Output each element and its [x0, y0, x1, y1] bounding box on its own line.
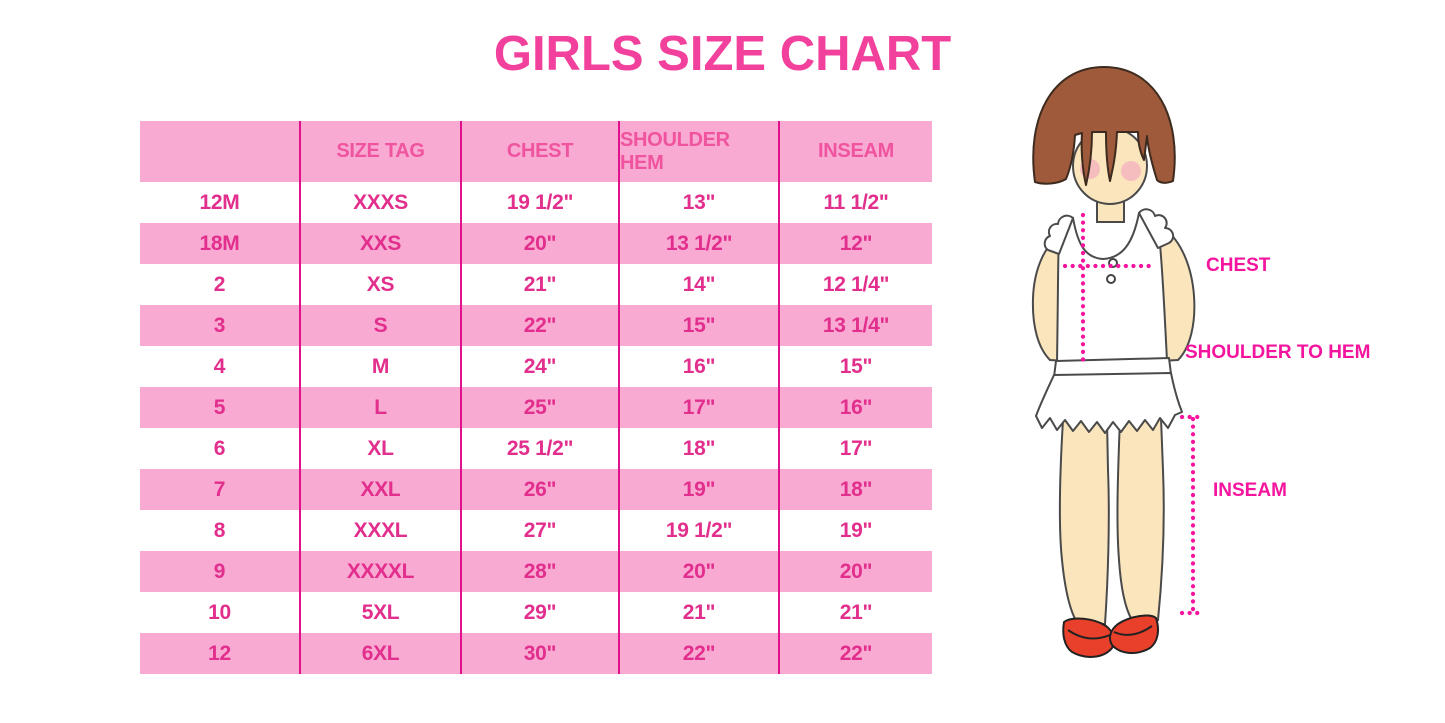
table-cell: 19" — [618, 469, 778, 510]
table-cell: 12 1/4" — [778, 264, 932, 305]
table-cell: 18" — [778, 469, 932, 510]
skirt — [1035, 357, 1183, 434]
table-cell: 4 — [213, 354, 226, 378]
chest-label: CHEST — [1206, 255, 1271, 276]
table-row: 12 6XL 30" 22" 22" — [140, 633, 932, 674]
table-cell: 5 — [213, 395, 226, 419]
hair — [1032, 66, 1176, 186]
table-row: 6 XL 25 1/2" 18" 17" — [140, 428, 932, 469]
table-cell: XXS — [299, 223, 460, 264]
table-cell: 6XL — [299, 633, 460, 674]
table-row: 2 XS 21" 14" 12 1/4" — [140, 264, 932, 305]
table-cell: 30" — [460, 633, 618, 674]
shoulder-ruffles — [1043, 208, 1175, 255]
table-cell: 24" — [460, 346, 618, 387]
table-cell: 13" — [618, 182, 778, 223]
table-cell: 13 1/2" — [618, 223, 778, 264]
table-cell: XXL — [299, 469, 460, 510]
table-cell: 19 1/2" — [460, 182, 618, 223]
header-cell-size-tag: SIZE TAG — [299, 121, 460, 182]
table-cell: 17" — [778, 428, 932, 469]
table-cell: 11 1/2" — [778, 182, 932, 223]
table-cell: 22" — [618, 633, 778, 674]
size-table: SIZE TAG CHEST SHOULDER HEM INSEAM 12M X… — [140, 121, 932, 674]
table-row: 8 XXXL 27" 19 1/2" 19" — [140, 510, 932, 551]
table-cell: 18M — [199, 231, 240, 255]
table-cell: 21" — [460, 264, 618, 305]
table-cell: 18" — [618, 428, 778, 469]
table-cell: 5XL — [299, 592, 460, 633]
table-cell: 15" — [618, 305, 778, 346]
table-cell: 7 — [213, 477, 226, 501]
table-cell: 26" — [460, 469, 618, 510]
table-cell: 13 1/4" — [778, 305, 932, 346]
table-cell: 9 — [213, 559, 226, 583]
table-cell: 6 — [213, 436, 226, 460]
header-cell-shoulder-hem: SHOULDER HEM — [618, 121, 778, 182]
table-cell: XXXS — [299, 182, 460, 223]
table-row: 7 XXL 26" 19" 18" — [140, 469, 932, 510]
table-cell: 27" — [460, 510, 618, 551]
table-cell: 19 1/2" — [618, 510, 778, 551]
table-cell: 16" — [778, 387, 932, 428]
table-cell: 17" — [618, 387, 778, 428]
table-cell: 19" — [778, 510, 932, 551]
table-cell: 28" — [460, 551, 618, 592]
shoes — [1062, 614, 1159, 658]
table-row: 5 L 25" 17" 16" — [140, 387, 932, 428]
table-header-row: SIZE TAG CHEST SHOULDER HEM INSEAM — [140, 121, 932, 182]
table-cell: 20" — [778, 551, 932, 592]
inseam-label: INSEAM — [1213, 480, 1287, 501]
table-cell: M — [299, 346, 460, 387]
shoulder-to-hem-label: SHOULDER TO HEM — [1185, 342, 1371, 363]
table-row: 9 XXXXL 28" 20" 20" — [140, 551, 932, 592]
table-cell: 29" — [460, 592, 618, 633]
table-cell: 25" — [460, 387, 618, 428]
table-cell: 22" — [778, 633, 932, 674]
table-cell: 2 — [213, 272, 226, 296]
measurement-lines — [1062, 212, 1207, 616]
blush-right-cheek — [1121, 161, 1141, 181]
header-cell-blank — [140, 121, 299, 182]
header-cell-inseam: INSEAM — [778, 121, 932, 182]
table-cell: XL — [299, 428, 460, 469]
table-cell: 21" — [778, 592, 932, 633]
size-table-body: 12M XXXS 19 1/2" 13" 11 1/2" 18M XXS 20"… — [140, 182, 932, 674]
table-cell: S — [299, 305, 460, 346]
table-cell: 12M — [199, 190, 240, 214]
table-row: 3 S 22" 15" 13 1/4" — [140, 305, 932, 346]
table-cell: 12" — [778, 223, 932, 264]
table-cell: 15" — [778, 346, 932, 387]
table-row: 12M XXXS 19 1/2" 13" 11 1/2" — [140, 182, 932, 223]
girl-measurement-illustration — [1031, 66, 1207, 658]
table-cell: 8 — [213, 518, 226, 542]
table-row: 4 M 24" 16" 15" — [140, 346, 932, 387]
table-cell: 16" — [618, 346, 778, 387]
table-cell: 20" — [460, 223, 618, 264]
page-title: GIRLS SIZE CHART — [493, 27, 952, 81]
table-cell: 25 1/2" — [460, 428, 618, 469]
table-row: 18M XXS 20" 13 1/2" 12" — [140, 223, 932, 264]
table-cell: XXXL — [299, 510, 460, 551]
table-cell: 14" — [618, 264, 778, 305]
table-cell: 3 — [213, 313, 226, 337]
table-cell: 22" — [460, 305, 618, 346]
table-cell: 20" — [618, 551, 778, 592]
table-cell: XXXXL — [299, 551, 460, 592]
table-cell: L — [299, 387, 460, 428]
table-cell: 12 — [208, 641, 231, 665]
table-cell: 10 — [208, 600, 231, 624]
table-row: 10 5XL 29" 21" 21" — [140, 592, 932, 633]
table-cell: 21" — [618, 592, 778, 633]
table-cell: XS — [299, 264, 460, 305]
legs — [1058, 417, 1165, 625]
header-cell-chest: CHEST — [460, 121, 618, 182]
